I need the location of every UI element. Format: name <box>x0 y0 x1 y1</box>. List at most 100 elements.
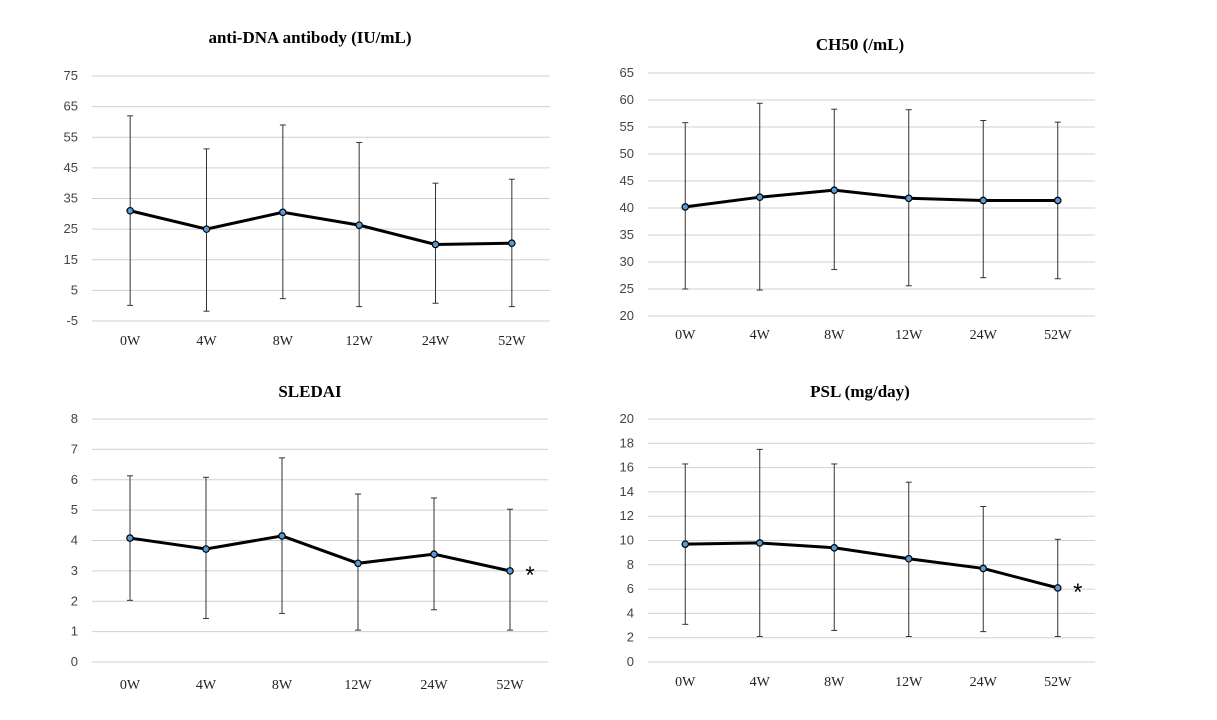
x-tick-label: 8W <box>273 334 294 349</box>
y-tick-label: 35 <box>620 227 634 242</box>
y-tick-label: 75 <box>64 68 78 83</box>
x-tick-label: 52W <box>498 334 526 349</box>
x-tick-label: 24W <box>420 678 448 693</box>
x-tick-label: 12W <box>344 678 372 693</box>
chart-ch50: CH50 (/mL) 20 25 30 35 40 45 50 55 60 65 0W 4W 8W 12W… <box>620 35 1095 343</box>
y-tick-label: 25 <box>620 281 634 296</box>
x-tick-label: 12W <box>895 328 923 343</box>
chart-psl: PSL (mg/day) 0 2 4 6 8 10 12 14 16 18 20 0W 4W 8W 12W 2… <box>620 382 1095 690</box>
y-tick-label: 18 <box>620 435 634 450</box>
y-tick-label: 6 <box>71 472 78 487</box>
series-line <box>129 534 511 573</box>
y-tick-label: 45 <box>620 173 634 188</box>
y-tick-label: 0 <box>71 654 78 669</box>
x-tick-label: 8W <box>824 328 845 343</box>
y-tick-label: 40 <box>620 200 634 215</box>
x-tick-label: 52W <box>1044 675 1072 690</box>
y-tick-label: 10 <box>620 533 634 548</box>
data-point <box>506 567 514 575</box>
x-tick-label: 4W <box>196 678 217 693</box>
x-tick-label: 24W <box>970 675 998 690</box>
x-tick-label: 12W <box>346 334 374 349</box>
x-tick-label: 0W <box>120 334 141 349</box>
y-tick-label: 5 <box>71 502 78 517</box>
y-tick-label: 8 <box>627 557 634 572</box>
y-tick-label: 6 <box>627 581 634 596</box>
data-point <box>126 206 134 215</box>
x-tick-label: 52W <box>1044 328 1072 343</box>
y-tick-label: 2 <box>627 630 634 645</box>
chart-title: SLEDAI <box>278 382 342 401</box>
y-tick-label: 60 <box>620 92 634 107</box>
data-point <box>979 196 988 205</box>
data-point <box>126 534 134 542</box>
x-tick-label: 4W <box>750 328 771 343</box>
data-point <box>979 564 988 573</box>
data-point <box>508 239 516 248</box>
y-tick-label: 16 <box>620 460 634 475</box>
y-tick-label: 45 <box>64 160 78 175</box>
x-tick-label: 24W <box>970 328 998 343</box>
y-tick-label: 50 <box>620 146 634 161</box>
chart-title: PSL (mg/day) <box>810 382 910 401</box>
chart-title: anti-DNA antibody (IU/mL) <box>208 28 411 47</box>
y-tick-label: 20 <box>620 411 634 426</box>
data-point <box>1053 196 1062 205</box>
x-tick-label: 52W <box>496 678 524 693</box>
y-tick-label: -5 <box>66 313 78 328</box>
x-tick-label: 4W <box>750 675 771 690</box>
y-tick-label: 65 <box>64 99 78 114</box>
chart-anti-dna-antibody: anti-DNA antibody (IU/mL) -5 5 15 25 35 45 55 6… <box>64 28 550 349</box>
data-point <box>755 193 764 202</box>
data-point <box>355 221 363 229</box>
data-point <box>904 194 913 203</box>
x-tick-label: 0W <box>120 678 141 693</box>
data-point <box>430 550 438 558</box>
series-line <box>685 541 1059 590</box>
y-tick-label: 14 <box>620 484 634 499</box>
y-tick-label: 15 <box>64 252 78 267</box>
y-tick-label: 30 <box>620 254 634 269</box>
y-tick-label: 55 <box>620 119 634 134</box>
y-tick-label: 0 <box>627 654 634 669</box>
data-point <box>202 225 211 233</box>
x-tick-label: 8W <box>824 675 845 690</box>
y-tick-label: 8 <box>71 411 78 426</box>
data-point <box>904 554 913 563</box>
y-tick-label: 55 <box>64 129 78 144</box>
data-point <box>681 540 690 548</box>
data-point <box>681 203 690 211</box>
data-point <box>830 186 839 194</box>
data-point <box>354 559 362 568</box>
x-tick-label: 12W <box>895 675 923 690</box>
y-tick-label: 1 <box>71 624 78 639</box>
x-tick-label: 8W <box>272 678 293 693</box>
x-tick-label: 24W <box>422 334 450 349</box>
y-tick-label: 35 <box>64 191 78 206</box>
y-tick-label: 2 <box>71 593 78 608</box>
y-tick-label: 3 <box>71 563 78 578</box>
y-tick-label: 4 <box>71 533 78 548</box>
chart-title: CH50 (/mL) <box>816 35 904 54</box>
y-tick-label: 5 <box>71 282 78 297</box>
y-tick-label: 20 <box>620 308 634 323</box>
x-tick-label: 0W <box>675 328 696 343</box>
y-tick-label: 4 <box>627 605 634 620</box>
data-point <box>431 240 440 249</box>
data-point <box>830 543 839 552</box>
x-tick-label: 0W <box>675 675 696 690</box>
chart-sledai: SLEDAI 0 1 2 3 4 5 6 7 8 0W 4W 8W 12W 24W 52W * <box>71 382 548 693</box>
x-tick-label: 4W <box>196 334 217 349</box>
y-tick-label: 12 <box>620 508 634 523</box>
y-tick-label: 65 <box>620 65 634 80</box>
data-point <box>278 532 286 540</box>
y-tick-label: 25 <box>64 221 78 236</box>
significance-marker: * <box>1073 579 1082 606</box>
series-line <box>129 209 512 246</box>
significance-marker: * <box>525 562 534 589</box>
data-point <box>202 545 210 553</box>
data-point <box>755 539 764 547</box>
series-line <box>685 188 1058 209</box>
data-point <box>279 208 287 217</box>
